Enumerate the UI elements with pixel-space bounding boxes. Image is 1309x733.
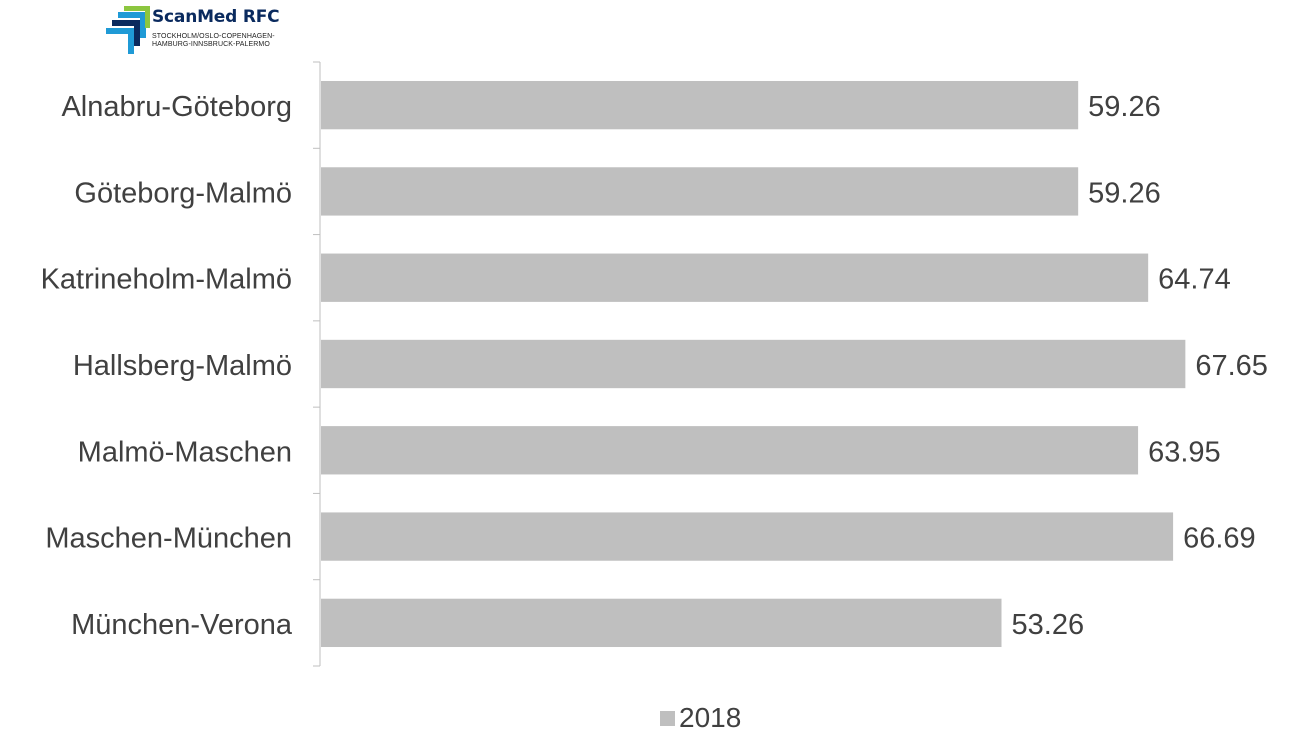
bar [321,253,1149,302]
data-label: 63.95 [1148,436,1221,468]
category-label: Göteborg-Malmö [74,177,292,209]
bar [321,167,1079,216]
category-label: Malmö-Maschen [78,436,292,468]
data-label: 67.65 [1195,350,1268,382]
data-label: 59.26 [1088,177,1161,209]
category-label: Alnabru-Göteborg [61,91,292,123]
scanmed-rfc-logo: ScanMed RFC STOCKHOLM/OSLO-COPENHAGEN- H… [104,4,304,58]
bar-chart: Alnabru-Göteborg 59.26 Göteborg-Malmö 59.26… [41,61,1268,667]
data-label: 66.69 [1183,523,1256,555]
bar [321,598,1002,648]
logo-subtitle-line1: STOCKHOLM/OSLO-COPENHAGEN- [152,33,275,40]
logo-mark-icon [106,6,150,54]
category-label: Katrineholm-Malmö [41,264,292,296]
logo-subtitle-line2: HAMBURG-INNSBRUCK-PALERMO [152,41,270,48]
data-label: 64.74 [1158,264,1231,296]
legend-label-2018: 2018 [679,702,742,733]
bar [321,339,1186,389]
data-label: 59.26 [1088,91,1161,123]
legend-swatch-2018 [660,710,675,726]
category-label: München-Verona [71,609,293,641]
logo-title: ScanMed RFC [152,7,280,27]
category-label: Hallsberg-Malmö [73,350,292,382]
data-label: 53.26 [1012,609,1085,641]
bar [321,426,1139,475]
bar [321,80,1079,130]
legend: 2018 [660,703,741,733]
category-label: Maschen-München [45,523,292,555]
bar [321,512,1174,561]
